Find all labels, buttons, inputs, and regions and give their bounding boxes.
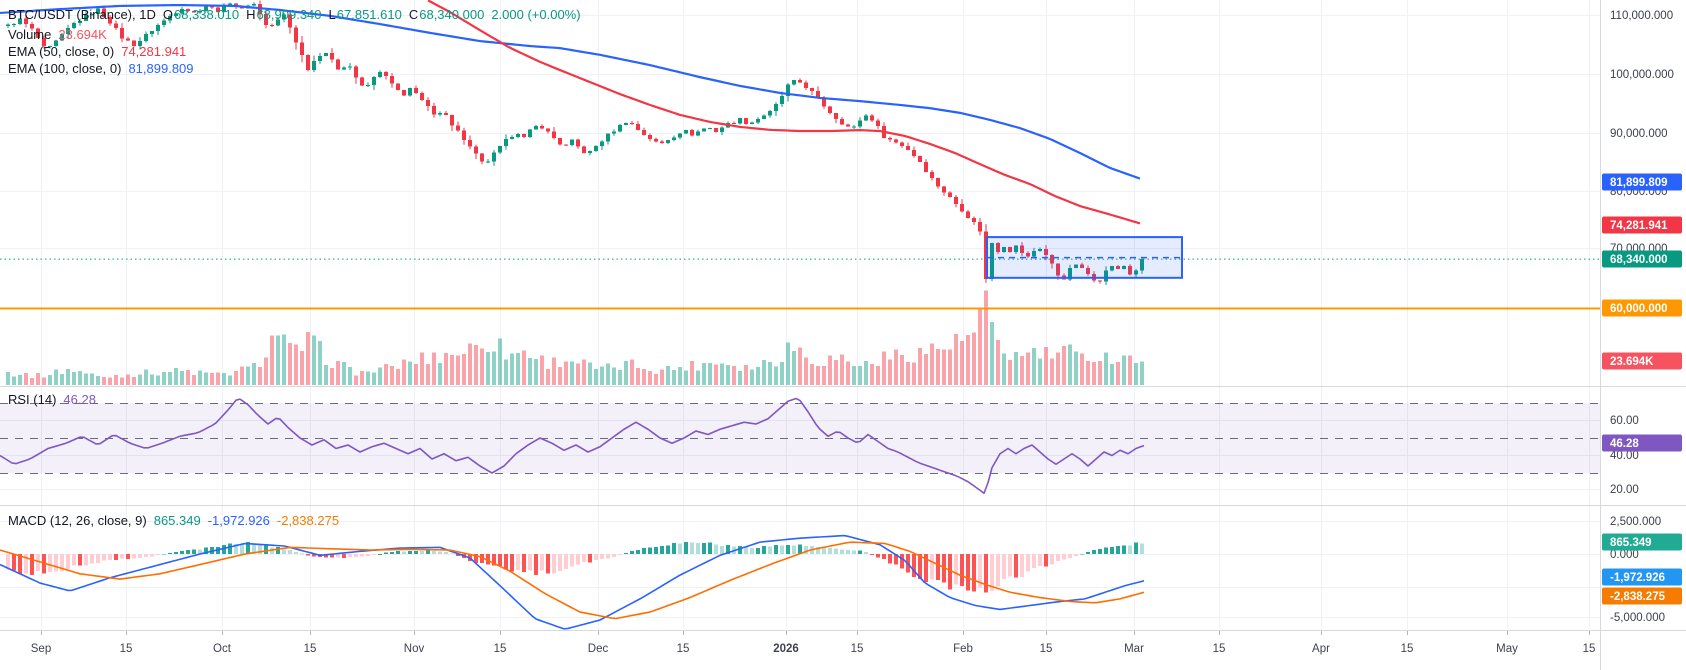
axis-price-badge: 81,899.809 — [1602, 173, 1682, 191]
right-price-axis[interactable]: 110,000.000100,000.00090,000.00080,000.0… — [1602, 10, 1682, 624]
rsi-panel[interactable] — [0, 397, 1600, 495]
svg-text:15: 15 — [851, 643, 864, 655]
symbol-legend-value: C — [408, 7, 419, 22]
rsi-legend[interactable]: RSI (14) 46.28 — [8, 392, 103, 407]
svg-text:Nov: Nov — [404, 643, 425, 655]
ema100-legend-value: EMA (100, close, 0) — [8, 61, 122, 76]
axis-price-badge: 74,281.941 — [1602, 216, 1682, 234]
svg-text:74,281.941: 74,281.941 — [1610, 220, 1668, 232]
ema50-legend-value: 74,281.941 — [121, 44, 187, 59]
axis-price-badge: 23.694K — [1602, 352, 1682, 370]
symbol-legend-value: 67,851.610 — [336, 7, 402, 22]
svg-text:40.00: 40.00 — [1610, 450, 1639, 462]
volume-legend-value: 23.694K — [58, 27, 107, 42]
svg-text:81,899.809: 81,899.809 — [1610, 177, 1668, 189]
svg-text:15: 15 — [1040, 643, 1053, 655]
svg-text:Apr: Apr — [1312, 643, 1330, 655]
ema50-legend-value: EMA (50, close, 0) — [8, 44, 115, 59]
svg-text:110,000.000: 110,000.000 — [1610, 10, 1673, 22]
ema100-legend[interactable]: EMA (100, close, 0) 81,899.809 — [8, 61, 201, 76]
rsi-legend-value: RSI (14) — [8, 392, 57, 407]
candlesticks[interactable] — [6, 0, 1144, 285]
svg-text:20.00: 20.00 — [1610, 484, 1639, 496]
svg-text:2026: 2026 — [773, 643, 799, 655]
svg-text:865.349: 865.349 — [1610, 537, 1652, 549]
axis-price-badge: -2,838.275 — [1602, 587, 1682, 605]
svg-text:-5,000.000: -5,000.000 — [1610, 612, 1665, 624]
macd-legend-value: -2,838.275 — [276, 513, 340, 528]
ema-100-line — [0, 3, 1141, 180]
ema50-legend[interactable]: EMA (50, close, 0) 74,281.941 — [8, 44, 193, 59]
rsi-legend-value: 46.28 — [63, 392, 96, 407]
svg-text:60.00: 60.00 — [1610, 415, 1639, 427]
svg-text:2,500.000: 2,500.000 — [1610, 516, 1661, 528]
svg-text:Oct: Oct — [213, 643, 232, 655]
svg-text:90,000.000: 90,000.000 — [1610, 128, 1668, 140]
svg-text:Dec: Dec — [588, 643, 609, 655]
svg-text:15: 15 — [494, 643, 507, 655]
symbol-legend-value: 68,909.340 — [256, 7, 322, 22]
symbol-legend-value: O — [162, 7, 173, 22]
svg-text:-1,972.926: -1,972.926 — [1610, 572, 1665, 584]
ema100-legend-value: 81,899.809 — [128, 61, 194, 76]
volume-legend-value: Volume — [8, 27, 52, 42]
macd-legend-value: MACD (12, 26, close, 9) — [8, 513, 147, 528]
symbol-legend[interactable]: BTC/USDT (Binance), 1D O68,338.010 H68,909… — [8, 7, 588, 22]
volume-legend[interactable]: Volume 23.694K — [8, 27, 114, 42]
macd-legend[interactable]: MACD (12, 26, close, 9) 865.349 -1,972.926… — [8, 513, 346, 528]
symbol-legend-value: H — [246, 7, 256, 22]
axis-price-badge: 60,000.000 — [1602, 299, 1682, 317]
svg-text:Mar: Mar — [1124, 643, 1144, 655]
axis-price-badge: 46.28 — [1602, 434, 1682, 452]
time-axis[interactable]: Sep 15 Oct 15 Nov 15 Dec 15 2026 15 Feb 15 Mar 15 Apr 1… — [31, 631, 1596, 655]
symbol-legend-value: L — [328, 7, 336, 22]
axis-price-badge: 865.349 — [1602, 533, 1682, 551]
macd-line — [0, 534, 1145, 630]
svg-text:May: May — [1496, 643, 1518, 655]
symbol-legend-value: BTC/USDT (Binance), 1D — [8, 7, 156, 22]
svg-text:15: 15 — [120, 643, 133, 655]
ema-lines[interactable] — [0, 0, 1141, 225]
svg-text:Sep: Sep — [31, 643, 51, 655]
svg-text:15: 15 — [677, 643, 690, 655]
volume-bars[interactable] — [6, 290, 1144, 385]
svg-text:15: 15 — [1401, 643, 1414, 655]
svg-text:68,340.000: 68,340.000 — [1610, 254, 1668, 266]
svg-text:46.28: 46.28 — [1610, 438, 1639, 450]
svg-text:15: 15 — [304, 643, 317, 655]
svg-text:60,000.000: 60,000.000 — [1610, 303, 1668, 315]
svg-text:100,000.000: 100,000.000 — [1610, 69, 1674, 81]
svg-text:Feb: Feb — [953, 643, 973, 655]
range-box-drawing[interactable] — [986, 236, 1183, 279]
svg-text:23.694K: 23.694K — [1610, 356, 1654, 368]
macd-legend-value: 865.349 — [153, 513, 201, 528]
svg-text:15: 15 — [1583, 643, 1596, 655]
svg-text:15: 15 — [1213, 643, 1226, 655]
svg-text:-2,838.275: -2,838.275 — [1610, 591, 1666, 603]
symbol-legend-value: 68,338.010 — [173, 7, 240, 22]
macd-legend-value: -1,972.926 — [207, 513, 270, 528]
gridlines — [0, 0, 1600, 630]
axis-price-badge: -1,972.926 — [1602, 568, 1682, 586]
svg-text:0.000: 0.000 — [1610, 549, 1639, 561]
axis-price-badge: 68,340.000 — [1602, 250, 1682, 268]
macd-panel[interactable] — [0, 534, 1145, 630]
rsi-line — [0, 397, 1145, 495]
symbol-legend-value: 2.000 (+0.00%) — [491, 7, 581, 22]
macd-signal-line — [0, 541, 1145, 620]
ema-50-line — [427, 0, 1141, 225]
symbol-legend-value: 68,340.000 — [419, 7, 485, 22]
